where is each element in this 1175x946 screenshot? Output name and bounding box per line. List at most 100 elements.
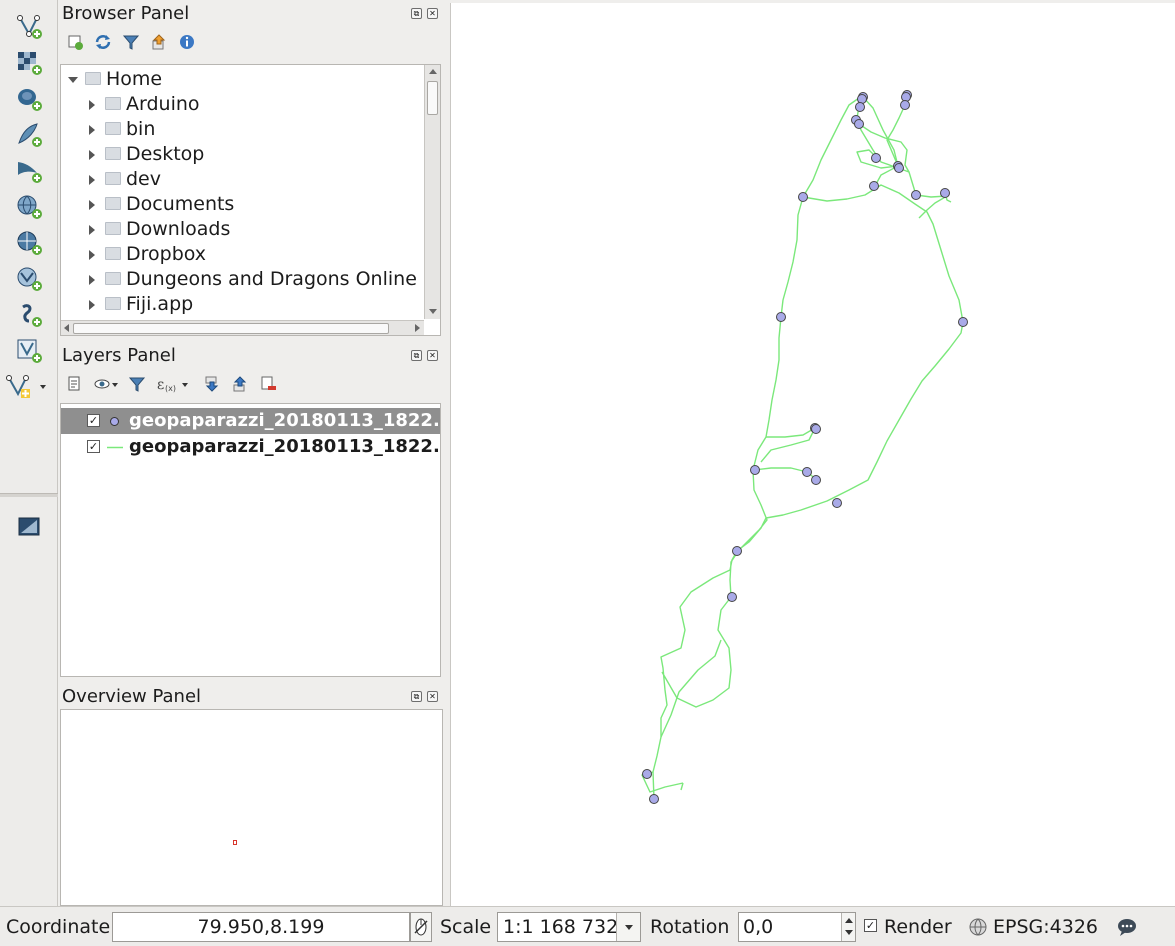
tree-item[interactable]: Desktop [61,142,421,167]
render-checkbox[interactable]: ✓ [864,919,877,932]
browser-horizontal-scrollbar[interactable] [61,320,424,335]
collapse-all-icon[interactable] [150,33,168,51]
add-vector-layer-button[interactable] [14,12,44,42]
expand-arrow-icon[interactable] [89,125,95,135]
scroll-left-icon[interactable] [64,324,69,332]
add-wcs-layer-button[interactable] [14,228,44,258]
open-layer-styling-icon[interactable] [66,375,84,393]
add-raster-layer-button[interactable] [14,48,44,78]
map-canvas[interactable] [450,3,1175,906]
overview-canvas[interactable] [60,709,443,906]
step-down-icon[interactable] [845,930,853,935]
folder-icon [105,147,121,160]
add-spatialite-layer-button[interactable] [14,120,44,150]
map-window-icon [18,517,40,536]
scrollbar-thumb[interactable] [73,323,389,334]
rotation-label: Rotation [650,916,730,938]
scroll-down-icon[interactable] [429,309,437,314]
collapse-all-icon[interactable] [231,375,249,393]
tree-item-label: Fiji.app [126,293,194,315]
tree-item-label: Documents [126,193,235,215]
tree-item-label: Dungeons and Dragons Online [126,268,417,290]
step-up-icon[interactable] [845,918,853,923]
add-delimited-text-layer-button[interactable] [14,300,44,330]
layer-row[interactable]: ✓ geopaparazzi_20180113_1822... [61,408,440,434]
close-panel-icon[interactable]: ✕ [427,8,438,19]
close-panel-icon[interactable]: ✕ [427,350,438,361]
tree-item[interactable]: dev [61,167,421,192]
expand-arrow-icon[interactable] [89,100,95,110]
layer-name: geopaparazzi_20180113_1822... [129,410,440,431]
tree-item-label: Home [106,68,163,90]
add-spatialite-layer-icon [18,123,42,147]
crs-label[interactable]: EPSG:4326 [993,916,1099,938]
layers-list: ✓ geopaparazzi_20180113_1822... ✓ geopap… [60,403,441,677]
tree-item-label: Arduino [126,93,200,115]
tree-item[interactable]: Documents [61,192,421,217]
expand-arrow-icon[interactable] [89,175,95,185]
add-virtual-layer-button[interactable] [14,336,44,366]
expand-arrow-icon[interactable] [89,275,95,285]
messages-icon[interactable] [1116,917,1138,937]
new-vector-layer-button[interactable] [6,372,46,402]
filter-icon[interactable] [122,33,140,51]
mouse-icon [414,918,428,936]
close-panel-icon[interactable]: ✕ [427,691,438,702]
expand-arrow-icon[interactable] [89,225,95,235]
float-panel-icon[interactable]: ⧉ [411,350,422,361]
tree-item[interactable]: Dungeons and Dragons Online [61,267,421,292]
folder-icon [105,297,121,310]
layer-visibility-checkbox[interactable]: ✓ [87,440,100,453]
add-postgis-layer-button[interactable] [14,84,44,114]
filter-legend-icon[interactable] [128,375,146,393]
scale-dropdown-button[interactable] [616,913,640,941]
folder-icon [105,122,121,135]
float-panel-icon[interactable]: ⧉ [411,8,422,19]
remove-layer-icon[interactable] [259,375,277,393]
crs-globe-icon[interactable] [968,917,988,937]
float-panel-icon[interactable]: ⧉ [411,691,422,702]
tree-item[interactable]: bin [61,117,421,142]
scrollbar-thumb[interactable] [427,81,438,115]
tree-item-label: Dropbox [126,243,207,265]
tree-item-home[interactable]: Home [61,67,421,92]
refresh-icon[interactable] [94,33,112,51]
add-mssql-layer-button[interactable] [14,156,44,186]
scale-combobox[interactable]: 1:1 168 732 [497,912,641,942]
scale-label: Scale [440,916,492,938]
tree-item-label: bin [126,118,156,140]
tree-item[interactable]: Arduino [61,92,421,117]
expand-all-icon[interactable] [203,375,221,393]
expand-arrow-icon[interactable] [68,77,78,83]
tree-item[interactable]: Dropbox [61,242,421,267]
expand-arrow-icon[interactable] [89,150,95,160]
browser-vertical-scrollbar[interactable] [424,65,440,319]
manage-visibility-icon[interactable] [94,375,120,393]
scroll-right-icon[interactable] [415,324,420,332]
add-mssql-layer-icon [18,162,42,183]
tree-item[interactable]: Downloads [61,217,421,242]
filter-expression-icon[interactable]: ε (x) [156,375,192,393]
layer-visibility-checkbox[interactable]: ✓ [87,414,100,427]
layer-row[interactable]: ✓ geopaparazzi_20180113_1822... [61,434,440,460]
rotation-value: 0,0 [743,916,774,938]
expand-arrow-icon[interactable] [89,250,95,260]
rotation-spinbox[interactable]: 0,0 [738,912,856,942]
add-selected-icon[interactable] [66,33,84,51]
coordinate-field[interactable]: 79.950,8.199 [112,912,410,942]
folder-icon [105,97,121,110]
add-wms-layer-button[interactable] [14,192,44,222]
expand-arrow-icon[interactable] [89,200,95,210]
overview-panel-title: Overview Panel [62,686,202,707]
rotation-stepper[interactable] [841,913,855,941]
folder-icon [105,247,121,260]
tree-item[interactable]: Fiji.app [61,292,421,317]
add-virtual-layer-icon [17,339,42,363]
add-wfs-layer-button[interactable] [14,264,44,294]
properties-icon[interactable] [178,33,196,51]
scroll-up-icon[interactable] [429,69,437,74]
map-window-button[interactable] [14,512,44,542]
expand-arrow-icon[interactable] [89,300,95,310]
toggle-extents-button[interactable] [410,912,432,942]
tree-item-label: Desktop [126,143,205,165]
